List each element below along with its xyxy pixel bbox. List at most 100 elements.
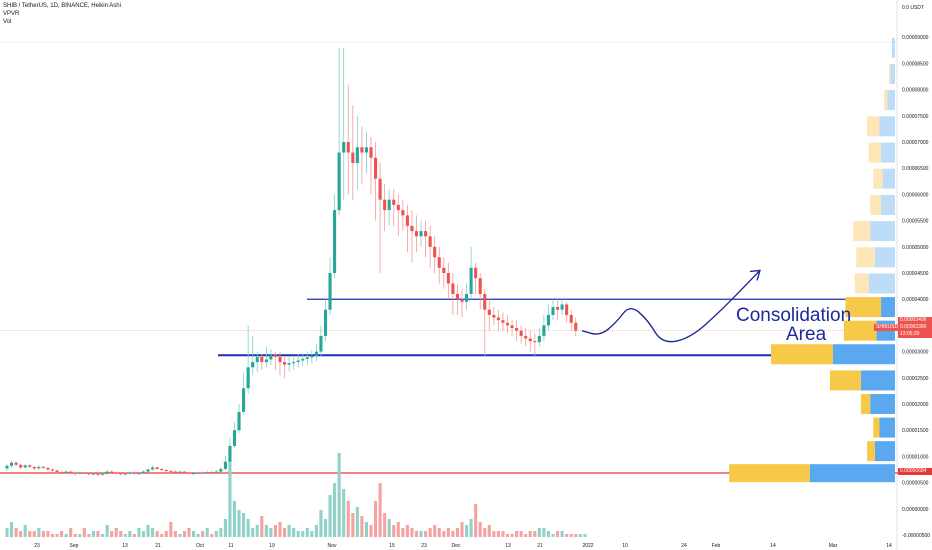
candle-body <box>73 472 77 474</box>
x-tick-label: Nov <box>328 543 337 549</box>
indicator-vpvr[interactable]: VPVR <box>3 11 20 17</box>
y-tick-label: 0.00000000 <box>902 507 929 513</box>
volume-bar <box>533 531 537 537</box>
volume-profile-up <box>868 273 895 294</box>
volume-profile-up <box>879 116 895 137</box>
volume-bar <box>528 531 532 537</box>
volume-bar <box>260 516 264 537</box>
symbol-title[interactable]: SHIB / TetherUS, 1D, BINANCE, Heikin Ash… <box>3 3 121 9</box>
candle-body <box>87 473 91 475</box>
candle-body <box>23 465 27 468</box>
volume-bar <box>414 531 419 537</box>
volume-bar <box>196 534 200 537</box>
y-tick-label: 0.00009000 <box>902 35 929 41</box>
candle-body <box>287 363 291 365</box>
volume-bar <box>164 531 168 537</box>
volume-bar <box>374 501 378 537</box>
volume-bar <box>496 531 500 537</box>
volume-bar <box>305 528 309 537</box>
candle-body <box>210 472 214 474</box>
projection-arrowhead <box>749 269 761 281</box>
volume-profile-down <box>868 142 882 163</box>
candle-body <box>396 204 400 211</box>
volume-bar <box>433 525 437 537</box>
volume-bar <box>510 534 514 537</box>
volume-bar <box>50 534 55 537</box>
volume-bar <box>46 531 50 537</box>
volume-profile-down <box>867 441 875 462</box>
volume-bar <box>578 534 582 537</box>
x-tick-label: 21 <box>155 543 161 549</box>
candle-body <box>182 471 186 473</box>
volume-bar <box>19 531 23 537</box>
candle-body <box>201 472 205 474</box>
candle-body <box>269 354 273 360</box>
candle-body <box>301 358 305 361</box>
x-tick-label: 14 <box>770 543 776 549</box>
candle-body <box>155 467 159 469</box>
x-tick-label: Feb <box>712 543 721 549</box>
candle-body <box>196 472 200 474</box>
volume-bar <box>132 534 136 537</box>
red-level-badge: 0.00000684 <box>898 468 932 475</box>
y-tick-label: 0.00004500 <box>902 271 929 277</box>
volume-bar <box>246 519 250 537</box>
volume-bar <box>460 522 464 537</box>
volume-profile-down <box>873 168 883 189</box>
x-tick-label: Mar <box>829 543 838 549</box>
volume-bar <box>556 531 560 537</box>
y-tick-label: 0.00004000 <box>902 297 929 303</box>
volume-bar <box>141 531 146 537</box>
volume-profile-up <box>833 344 895 365</box>
candle-body <box>214 471 218 473</box>
candle-body <box>474 267 478 279</box>
volume-bar <box>310 531 314 537</box>
candle-body <box>119 473 123 475</box>
candle-body <box>178 471 182 473</box>
volume-bar <box>283 528 287 537</box>
volume-bar <box>146 525 150 537</box>
candle-body <box>378 178 382 200</box>
volume-bar <box>64 534 68 537</box>
volume-bar <box>483 528 487 537</box>
volume-bar <box>278 522 282 537</box>
candle-body <box>69 471 73 473</box>
y-tick-label: 0.00006000 <box>902 192 929 198</box>
candle-body <box>569 314 573 323</box>
volume-bar <box>551 534 555 537</box>
candle-body <box>96 473 100 475</box>
indicator-vol[interactable]: Vol <box>3 19 12 25</box>
volume-bar <box>474 504 478 537</box>
volume-profile-down <box>856 247 875 268</box>
volume-bar <box>396 522 400 537</box>
volume-profile-down <box>873 417 880 438</box>
y-tick-label: 0.00006500 <box>902 166 929 172</box>
candle-body <box>110 471 114 473</box>
candle-body <box>192 473 196 475</box>
candle-body <box>41 466 45 468</box>
candle-body <box>469 267 473 294</box>
volume-bar <box>210 534 214 537</box>
candle-body <box>465 293 469 302</box>
volume-profile-down <box>843 320 877 341</box>
candle-body <box>137 473 141 475</box>
candle-body <box>546 314 550 326</box>
volume-bar <box>10 522 14 537</box>
volume-bar <box>387 519 391 537</box>
volume-bar <box>451 531 455 537</box>
candle-body <box>19 464 23 468</box>
volume-bar <box>201 531 205 537</box>
volume-profile-down <box>771 344 833 365</box>
candle-body <box>123 473 127 475</box>
volume-bar <box>110 531 114 537</box>
volume-profile-down <box>888 63 891 84</box>
candle-body <box>255 356 259 363</box>
candle-body <box>146 469 150 472</box>
candle-body <box>451 283 455 294</box>
projection-path <box>581 269 761 343</box>
volume-bar <box>428 528 432 537</box>
candle-body <box>223 461 227 469</box>
volume-bar <box>178 534 182 537</box>
time-axis: 23 Sep 13 21 Oct 11 19 Nov 15 23 Dec 13 21 2022 10 24 Fe… <box>34 543 892 549</box>
volume-profile-down <box>870 194 882 215</box>
